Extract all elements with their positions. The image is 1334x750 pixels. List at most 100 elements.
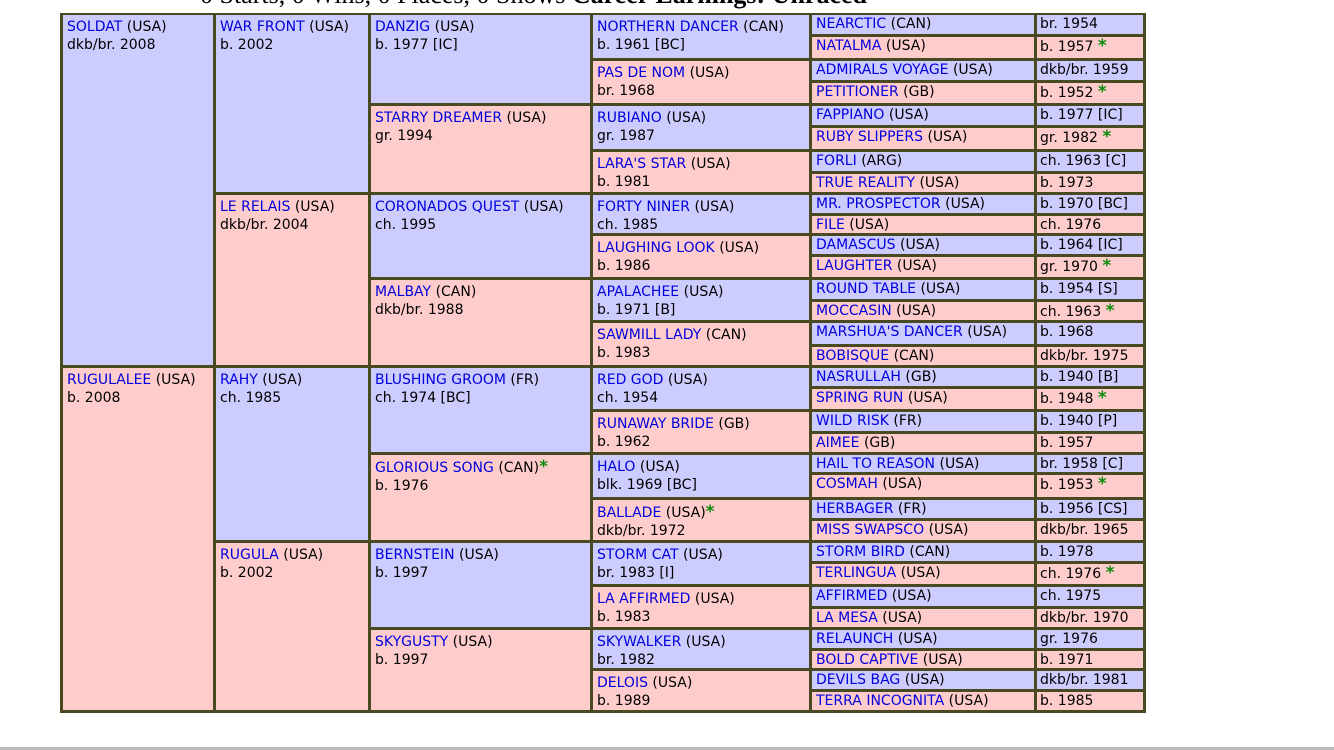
- horse-link-affirmed[interactable]: AFFIRMED: [816, 588, 888, 604]
- pedigree-cell-relaunch: RELAUNCH (USA): [812, 630, 1034, 648]
- horse-link-forty-niner[interactable]: FORTY NINER: [597, 199, 690, 215]
- star-icon: *: [1097, 83, 1107, 102]
- horse-link-laughter[interactable]: LAUGHTER: [816, 258, 893, 274]
- horse-link-herbager[interactable]: HERBAGER: [816, 501, 894, 517]
- horse-info: b. 1971: [1040, 652, 1094, 668]
- horse-link-red-god[interactable]: RED GOD: [597, 372, 664, 388]
- horse-link-moccasin[interactable]: MOCCASIN: [816, 303, 892, 319]
- horse-link-la-mesa[interactable]: LA MESA: [816, 610, 878, 626]
- horse-link-bernstein[interactable]: BERNSTEIN: [375, 547, 455, 563]
- horse-link-glorious-song[interactable]: GLORIOUS SONG: [375, 460, 494, 476]
- horse-link-terra-incognita[interactable]: TERRA INCOGNITA: [816, 693, 945, 709]
- horse-link-northern-dancer[interactable]: NORTHERN DANCER: [597, 19, 739, 35]
- race-record-header: 0 Starts, 0 Wins, 0 Places, 0 Shows Care…: [200, 0, 867, 10]
- pedigree-cell-miss-swapsco: MISS SWAPSCO (USA): [812, 521, 1034, 540]
- horse-link-round-table[interactable]: ROUND TABLE: [816, 281, 916, 297]
- horse-link-relaunch[interactable]: RELAUNCH: [816, 631, 894, 647]
- horse-link-storm-cat[interactable]: STORM CAT: [597, 547, 679, 563]
- horse-link-malbay[interactable]: MALBAY: [375, 284, 432, 300]
- horse-link-laughing-look[interactable]: LAUGHING LOOK: [597, 240, 715, 256]
- horse-country: (GB): [718, 416, 750, 432]
- pedigree-cell-bernstein: BERNSTEIN (USA) b. 1997: [371, 543, 590, 627]
- horse-link-rugula[interactable]: RUGULA: [220, 547, 279, 563]
- horse-link-forli[interactable]: FORLI: [816, 153, 857, 169]
- horse-info: b. 1956 [CS]: [1040, 501, 1128, 517]
- pedigree-cell-blushing-groom: BLUSHING GROOM (FR) ch. 1974 [BC]: [371, 368, 590, 452]
- horse-link-lara-s-star[interactable]: LARA'S STAR: [597, 156, 687, 172]
- horse-link-skywalker[interactable]: SKYWALKER: [597, 634, 682, 650]
- horse-link-rubiano[interactable]: RUBIANO: [597, 110, 662, 126]
- pedigree-cell-cosmah: COSMAH (USA): [812, 475, 1034, 497]
- horse-link-terlingua[interactable]: TERLINGUA: [816, 565, 897, 581]
- horse-link-true-reality[interactable]: TRUE REALITY: [816, 175, 916, 191]
- pedigree-year-cell-petitioner: b. 1952 *: [1037, 83, 1143, 103]
- horse-info: gr. 1994: [375, 128, 433, 144]
- star-icon: *: [539, 457, 548, 477]
- horse-link-damascus[interactable]: DAMASCUS: [816, 237, 896, 253]
- horse-link-halo[interactable]: HALO: [597, 459, 636, 475]
- horse-info: br. 1958 [C]: [1040, 456, 1124, 472]
- pedigree-year-cell-wild-risk: b. 1940 [P]: [1037, 412, 1143, 431]
- horse-link-storm-bird[interactable]: STORM BIRD: [816, 544, 905, 560]
- horse-link-delois[interactable]: DELOIS: [597, 675, 648, 691]
- pedigree-cell-devils-bag: DEVILS BAG (USA): [812, 671, 1034, 689]
- horse-link-skygusty[interactable]: SKYGUSTY: [375, 634, 449, 650]
- horse-country: (USA): [665, 505, 706, 521]
- horse-link-starry-dreamer[interactable]: STARRY DREAMER: [375, 110, 503, 126]
- horse-link-miss-swapsco[interactable]: MISS SWAPSCO: [816, 522, 925, 538]
- horse-link-pas-de-nom[interactable]: PAS DE NOM: [597, 65, 686, 81]
- horse-link-wild-risk[interactable]: WILD RISK: [816, 413, 889, 429]
- star-icon: *: [1105, 564, 1115, 583]
- horse-country: (USA): [667, 372, 708, 388]
- horse-info: dkb/br. 1981: [1040, 672, 1129, 688]
- horse-link-danzig[interactable]: DANZIG: [375, 19, 431, 35]
- horse-link-nasrullah[interactable]: NASRULLAH: [816, 369, 901, 385]
- horse-country: (USA): [719, 240, 760, 256]
- horse-link-admirals-voyage[interactable]: ADMIRALS VOYAGE: [816, 62, 949, 78]
- horse-country: (USA): [904, 672, 945, 688]
- horse-link-natalma[interactable]: NATALMA: [816, 38, 882, 54]
- pedigree-year-cell-file: ch. 1976: [1037, 216, 1143, 233]
- horse-link-ruby-slippers[interactable]: RUBY SLIPPERS: [816, 129, 923, 145]
- horse-info: dkb/br. 1959: [1040, 62, 1129, 78]
- horse-link-aimee[interactable]: AIMEE: [816, 435, 860, 451]
- horse-link-mr-prospector[interactable]: MR. PROSPECTOR: [816, 196, 941, 212]
- horse-link-bobisque[interactable]: BOBISQUE: [816, 348, 890, 364]
- horse-link-hail-to-reason[interactable]: HAIL TO REASON: [816, 456, 936, 472]
- horse-link-soldat[interactable]: SOLDAT: [67, 19, 123, 35]
- horse-link-la-affirmed[interactable]: LA AFFIRMED: [597, 591, 691, 607]
- race-record-text: 0 Starts, 0 Wins, 0 Places, 0 Shows: [200, 0, 565, 9]
- horse-link-spring-run[interactable]: SPRING RUN: [816, 390, 904, 406]
- horse-link-rugulalee[interactable]: RUGULALEE: [67, 372, 152, 388]
- horse-link-cosmah[interactable]: COSMAH: [816, 476, 878, 492]
- horse-country: (USA): [262, 372, 303, 388]
- horse-link-petitioner[interactable]: PETITIONER: [816, 84, 899, 100]
- horse-info: b. 1970 [BC]: [1040, 196, 1128, 212]
- horse-link-blushing-groom[interactable]: BLUSHING GROOM: [375, 372, 506, 388]
- star-icon: *: [705, 502, 715, 522]
- horse-info: b. 1983: [597, 345, 651, 361]
- horse-link-marshua-s-dancer[interactable]: MARSHUA'S DANCER: [816, 324, 963, 340]
- horse-link-ballade[interactable]: BALLADE: [597, 505, 662, 521]
- horse-link-rahy[interactable]: RAHY: [220, 372, 258, 388]
- horse-link-nearctic[interactable]: NEARCTIC: [816, 16, 887, 32]
- horse-link-bold-captive[interactable]: BOLD CAPTIVE: [816, 652, 919, 668]
- horse-link-apalachee[interactable]: APALACHEE: [597, 284, 680, 300]
- horse-country: (USA): [694, 591, 735, 607]
- horse-link-coronados-quest[interactable]: CORONADOS QUEST: [375, 199, 520, 215]
- horse-link-devils-bag[interactable]: DEVILS BAG: [816, 672, 901, 688]
- horse-country: (USA): [900, 565, 941, 581]
- horse-link-fappiano[interactable]: FAPPIANO: [816, 107, 885, 123]
- pedigree-year-cell-spring-run: b. 1948 *: [1037, 389, 1143, 409]
- horse-link-file[interactable]: FILE: [816, 217, 845, 233]
- horse-link-sawmill-lady[interactable]: SAWMILL LADY: [597, 327, 702, 343]
- pedigree-year-cell-true-reality: b. 1973: [1037, 174, 1143, 192]
- pedigree-cell-ruby-slippers: RUBY SLIPPERS (USA): [812, 128, 1034, 149]
- pedigree-cell-nearctic: NEARCTIC (CAN): [812, 15, 1034, 34]
- pedigree-year-cell-admirals-voyage: dkb/br. 1959: [1037, 61, 1143, 80]
- horse-link-le-relais[interactable]: LE RELAIS: [220, 199, 291, 215]
- horse-info: ch. 1985: [220, 390, 282, 406]
- horse-link-war-front[interactable]: WAR FRONT: [220, 19, 305, 35]
- horse-info: b. 1985: [1040, 693, 1094, 709]
- horse-link-runaway-bride[interactable]: RUNAWAY BRIDE: [597, 416, 714, 432]
